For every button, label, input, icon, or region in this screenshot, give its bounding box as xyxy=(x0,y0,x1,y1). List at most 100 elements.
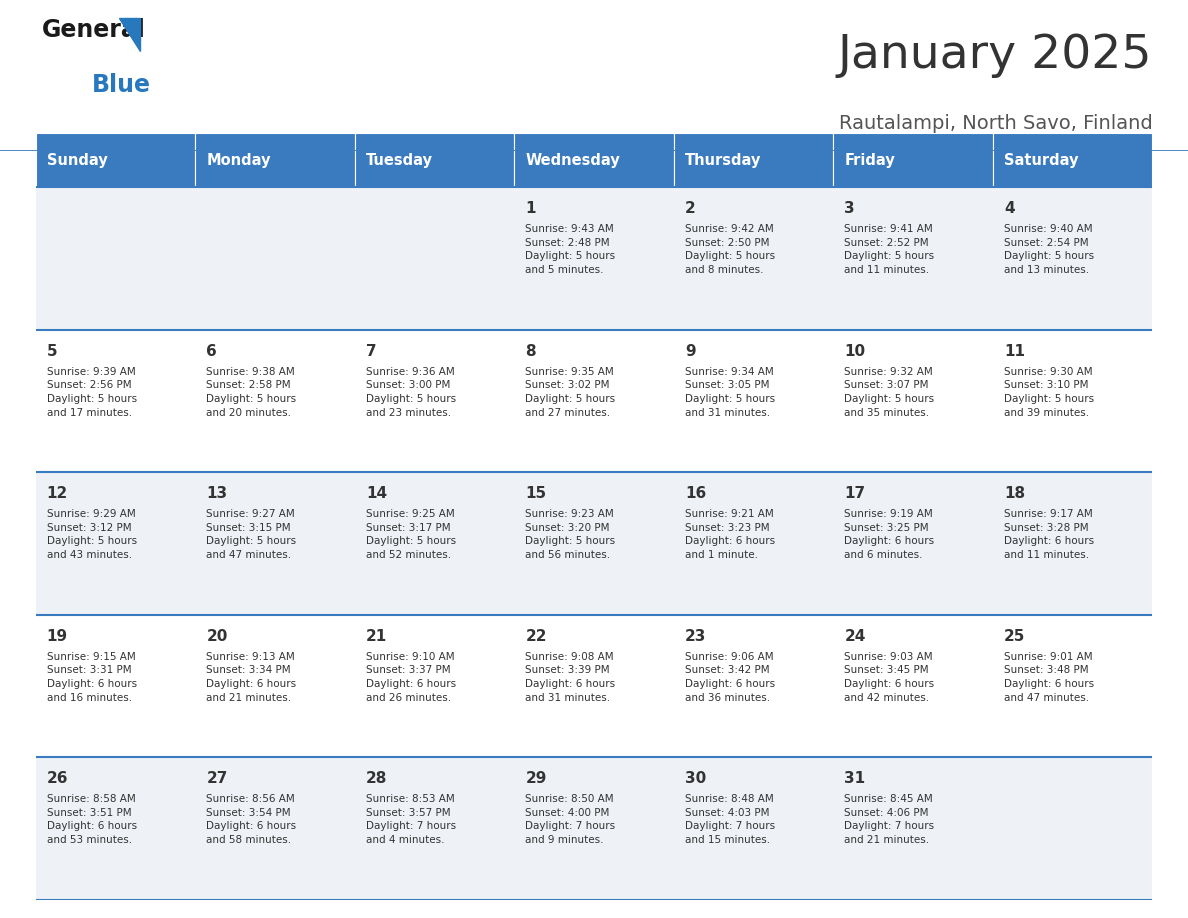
Text: Sunrise: 9:19 AM
Sunset: 3:25 PM
Daylight: 6 hours
and 6 minutes.: Sunrise: 9:19 AM Sunset: 3:25 PM Dayligh… xyxy=(845,509,935,560)
Bar xyxy=(36,330,195,472)
Bar xyxy=(993,472,1152,615)
Text: 11: 11 xyxy=(1004,344,1025,359)
Text: 8: 8 xyxy=(525,344,536,359)
Text: Sunrise: 9:08 AM
Sunset: 3:39 PM
Daylight: 6 hours
and 31 minutes.: Sunrise: 9:08 AM Sunset: 3:39 PM Dayligh… xyxy=(525,652,615,702)
Bar xyxy=(993,757,1152,900)
Text: Sunrise: 8:56 AM
Sunset: 3:54 PM
Daylight: 6 hours
and 58 minutes.: Sunrise: 8:56 AM Sunset: 3:54 PM Dayligh… xyxy=(207,794,297,845)
Bar xyxy=(674,187,833,330)
Bar xyxy=(355,615,514,757)
Text: Sunrise: 9:34 AM
Sunset: 3:05 PM
Daylight: 5 hours
and 31 minutes.: Sunrise: 9:34 AM Sunset: 3:05 PM Dayligh… xyxy=(685,367,775,418)
Bar xyxy=(36,615,195,757)
Bar xyxy=(674,330,833,472)
Text: 29: 29 xyxy=(525,771,546,787)
Bar xyxy=(355,187,514,330)
Bar xyxy=(674,757,833,900)
Bar xyxy=(514,615,674,757)
Text: Sunrise: 9:42 AM
Sunset: 2:50 PM
Daylight: 5 hours
and 8 minutes.: Sunrise: 9:42 AM Sunset: 2:50 PM Dayligh… xyxy=(685,224,775,275)
Bar xyxy=(993,330,1152,472)
Text: Sunrise: 9:30 AM
Sunset: 3:10 PM
Daylight: 5 hours
and 39 minutes.: Sunrise: 9:30 AM Sunset: 3:10 PM Dayligh… xyxy=(1004,367,1094,418)
Bar xyxy=(833,757,993,900)
Text: Sunrise: 8:53 AM
Sunset: 3:57 PM
Daylight: 7 hours
and 4 minutes.: Sunrise: 8:53 AM Sunset: 3:57 PM Dayligh… xyxy=(366,794,456,845)
Text: Sunrise: 9:23 AM
Sunset: 3:20 PM
Daylight: 5 hours
and 56 minutes.: Sunrise: 9:23 AM Sunset: 3:20 PM Dayligh… xyxy=(525,509,615,560)
Bar xyxy=(195,472,355,615)
Text: 24: 24 xyxy=(845,629,866,644)
Bar xyxy=(514,330,674,472)
Text: Sunrise: 9:06 AM
Sunset: 3:42 PM
Daylight: 6 hours
and 36 minutes.: Sunrise: 9:06 AM Sunset: 3:42 PM Dayligh… xyxy=(685,652,775,702)
Text: 15: 15 xyxy=(525,487,546,501)
Text: January 2025: January 2025 xyxy=(838,33,1152,78)
Bar xyxy=(514,757,674,900)
Text: 28: 28 xyxy=(366,771,387,787)
Text: Sunrise: 9:25 AM
Sunset: 3:17 PM
Daylight: 5 hours
and 52 minutes.: Sunrise: 9:25 AM Sunset: 3:17 PM Dayligh… xyxy=(366,509,456,560)
Text: 4: 4 xyxy=(1004,201,1015,217)
Polygon shape xyxy=(119,18,140,51)
Bar xyxy=(195,757,355,900)
Text: Sunrise: 9:21 AM
Sunset: 3:23 PM
Daylight: 6 hours
and 1 minute.: Sunrise: 9:21 AM Sunset: 3:23 PM Dayligh… xyxy=(685,509,775,560)
Text: Rautalampi, North Savo, Finland: Rautalampi, North Savo, Finland xyxy=(839,114,1152,132)
Text: Friday: Friday xyxy=(845,152,896,168)
Bar xyxy=(674,133,833,187)
Bar xyxy=(833,133,993,187)
Bar xyxy=(195,330,355,472)
Text: 22: 22 xyxy=(525,629,546,644)
Bar xyxy=(36,133,195,187)
Bar xyxy=(36,187,195,330)
Bar xyxy=(355,330,514,472)
Bar xyxy=(514,187,674,330)
Text: 10: 10 xyxy=(845,344,866,359)
Text: 17: 17 xyxy=(845,487,866,501)
Bar xyxy=(833,615,993,757)
Text: Sunrise: 8:58 AM
Sunset: 3:51 PM
Daylight: 6 hours
and 53 minutes.: Sunrise: 8:58 AM Sunset: 3:51 PM Dayligh… xyxy=(46,794,137,845)
Text: 21: 21 xyxy=(366,629,387,644)
Text: 1: 1 xyxy=(525,201,536,217)
Text: Sunrise: 9:32 AM
Sunset: 3:07 PM
Daylight: 5 hours
and 35 minutes.: Sunrise: 9:32 AM Sunset: 3:07 PM Dayligh… xyxy=(845,367,935,418)
Bar xyxy=(355,472,514,615)
Text: Sunrise: 9:35 AM
Sunset: 3:02 PM
Daylight: 5 hours
and 27 minutes.: Sunrise: 9:35 AM Sunset: 3:02 PM Dayligh… xyxy=(525,367,615,418)
Text: 23: 23 xyxy=(685,629,707,644)
Text: 9: 9 xyxy=(685,344,695,359)
Text: Sunrise: 9:13 AM
Sunset: 3:34 PM
Daylight: 6 hours
and 21 minutes.: Sunrise: 9:13 AM Sunset: 3:34 PM Dayligh… xyxy=(207,652,297,702)
Text: 30: 30 xyxy=(685,771,706,787)
Text: 5: 5 xyxy=(46,344,57,359)
Text: 18: 18 xyxy=(1004,487,1025,501)
Bar xyxy=(993,187,1152,330)
Text: Sunrise: 9:03 AM
Sunset: 3:45 PM
Daylight: 6 hours
and 42 minutes.: Sunrise: 9:03 AM Sunset: 3:45 PM Dayligh… xyxy=(845,652,935,702)
Text: 25: 25 xyxy=(1004,629,1025,644)
Text: Wednesday: Wednesday xyxy=(525,152,620,168)
Text: 6: 6 xyxy=(207,344,217,359)
Text: Saturday: Saturday xyxy=(1004,152,1079,168)
Text: Sunrise: 9:01 AM
Sunset: 3:48 PM
Daylight: 6 hours
and 47 minutes.: Sunrise: 9:01 AM Sunset: 3:48 PM Dayligh… xyxy=(1004,652,1094,702)
Text: Sunrise: 9:41 AM
Sunset: 2:52 PM
Daylight: 5 hours
and 11 minutes.: Sunrise: 9:41 AM Sunset: 2:52 PM Dayligh… xyxy=(845,224,935,275)
Text: Sunrise: 9:27 AM
Sunset: 3:15 PM
Daylight: 5 hours
and 47 minutes.: Sunrise: 9:27 AM Sunset: 3:15 PM Dayligh… xyxy=(207,509,297,560)
Text: Sunrise: 9:15 AM
Sunset: 3:31 PM
Daylight: 6 hours
and 16 minutes.: Sunrise: 9:15 AM Sunset: 3:31 PM Dayligh… xyxy=(46,652,137,702)
Text: 12: 12 xyxy=(46,487,68,501)
Bar xyxy=(514,472,674,615)
Bar xyxy=(36,472,195,615)
Bar xyxy=(833,330,993,472)
Text: 19: 19 xyxy=(46,629,68,644)
Text: 3: 3 xyxy=(845,201,855,217)
Bar xyxy=(833,472,993,615)
Text: Sunrise: 9:40 AM
Sunset: 2:54 PM
Daylight: 5 hours
and 13 minutes.: Sunrise: 9:40 AM Sunset: 2:54 PM Dayligh… xyxy=(1004,224,1094,275)
Bar xyxy=(36,757,195,900)
Text: General: General xyxy=(42,18,145,42)
Text: Monday: Monday xyxy=(207,152,271,168)
Text: 2: 2 xyxy=(685,201,696,217)
Text: 13: 13 xyxy=(207,487,227,501)
Text: Sunrise: 9:29 AM
Sunset: 3:12 PM
Daylight: 5 hours
and 43 minutes.: Sunrise: 9:29 AM Sunset: 3:12 PM Dayligh… xyxy=(46,509,137,560)
Text: 26: 26 xyxy=(46,771,68,787)
Bar xyxy=(993,615,1152,757)
Text: Thursday: Thursday xyxy=(685,152,762,168)
Bar xyxy=(195,133,355,187)
Text: Sunrise: 9:38 AM
Sunset: 2:58 PM
Daylight: 5 hours
and 20 minutes.: Sunrise: 9:38 AM Sunset: 2:58 PM Dayligh… xyxy=(207,367,297,418)
Bar xyxy=(674,472,833,615)
Text: Sunday: Sunday xyxy=(46,152,108,168)
Text: Blue: Blue xyxy=(91,73,151,96)
Text: Sunrise: 9:39 AM
Sunset: 2:56 PM
Daylight: 5 hours
and 17 minutes.: Sunrise: 9:39 AM Sunset: 2:56 PM Dayligh… xyxy=(46,367,137,418)
Text: 20: 20 xyxy=(207,629,228,644)
Text: 27: 27 xyxy=(207,771,228,787)
Text: Sunrise: 8:45 AM
Sunset: 4:06 PM
Daylight: 7 hours
and 21 minutes.: Sunrise: 8:45 AM Sunset: 4:06 PM Dayligh… xyxy=(845,794,935,845)
Text: 31: 31 xyxy=(845,771,866,787)
Bar xyxy=(514,133,674,187)
Bar xyxy=(195,615,355,757)
